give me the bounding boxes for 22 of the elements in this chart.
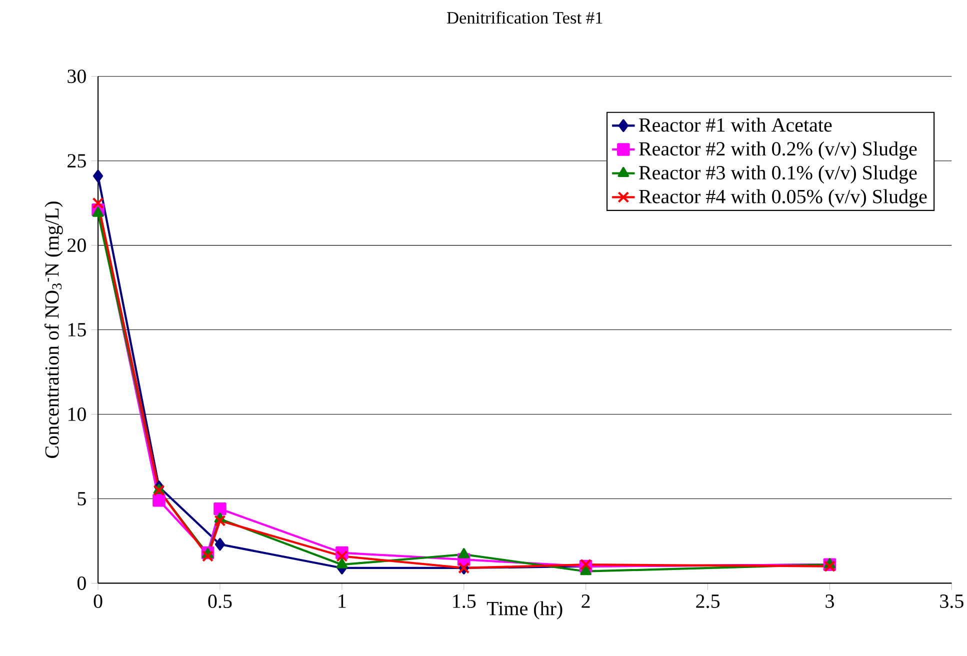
chart-title: Denitrification Test #1 — [446, 11, 602, 24]
y-axis-title: Concentration of NO$_{3}$$^{-}$N (mg/L) — [44, 202, 63, 458]
y-tick-label: 10 — [68, 407, 86, 421]
legend-label: Reactor #2 with 0.2% (v/v) Sludge — [639, 141, 917, 160]
x-tick-label: 3 — [826, 594, 834, 608]
legend-label: Reactor #4 with 0.05% (v/v) Sludge — [639, 189, 927, 208]
y-tick-label: 0 — [77, 576, 86, 590]
y-tick-label: 30 — [68, 70, 86, 83]
x-tick-label: 1.5 — [453, 594, 476, 608]
x-tick-label: 0.5 — [208, 594, 232, 608]
y-tick-label: 5 — [78, 492, 86, 506]
y-tick-label: 20 — [68, 238, 86, 252]
x-axis-title: Time (hr) — [486, 601, 562, 620]
x-tick-label: 3.5 — [940, 594, 964, 608]
y-tick-label: 15 — [68, 322, 86, 336]
x-tick-label: 2 — [582, 594, 590, 608]
x-tick-label: 0 — [94, 594, 102, 608]
legend-label: Reactor #1 with Acetate — [639, 118, 832, 132]
y-tick-label: 25 — [68, 154, 86, 168]
legend-label: Reactor #3 with 0.1% (v/v) Sludge — [639, 165, 917, 184]
x-tick-label: 2.5 — [696, 594, 720, 608]
x-tick-label: 1 — [338, 594, 346, 608]
